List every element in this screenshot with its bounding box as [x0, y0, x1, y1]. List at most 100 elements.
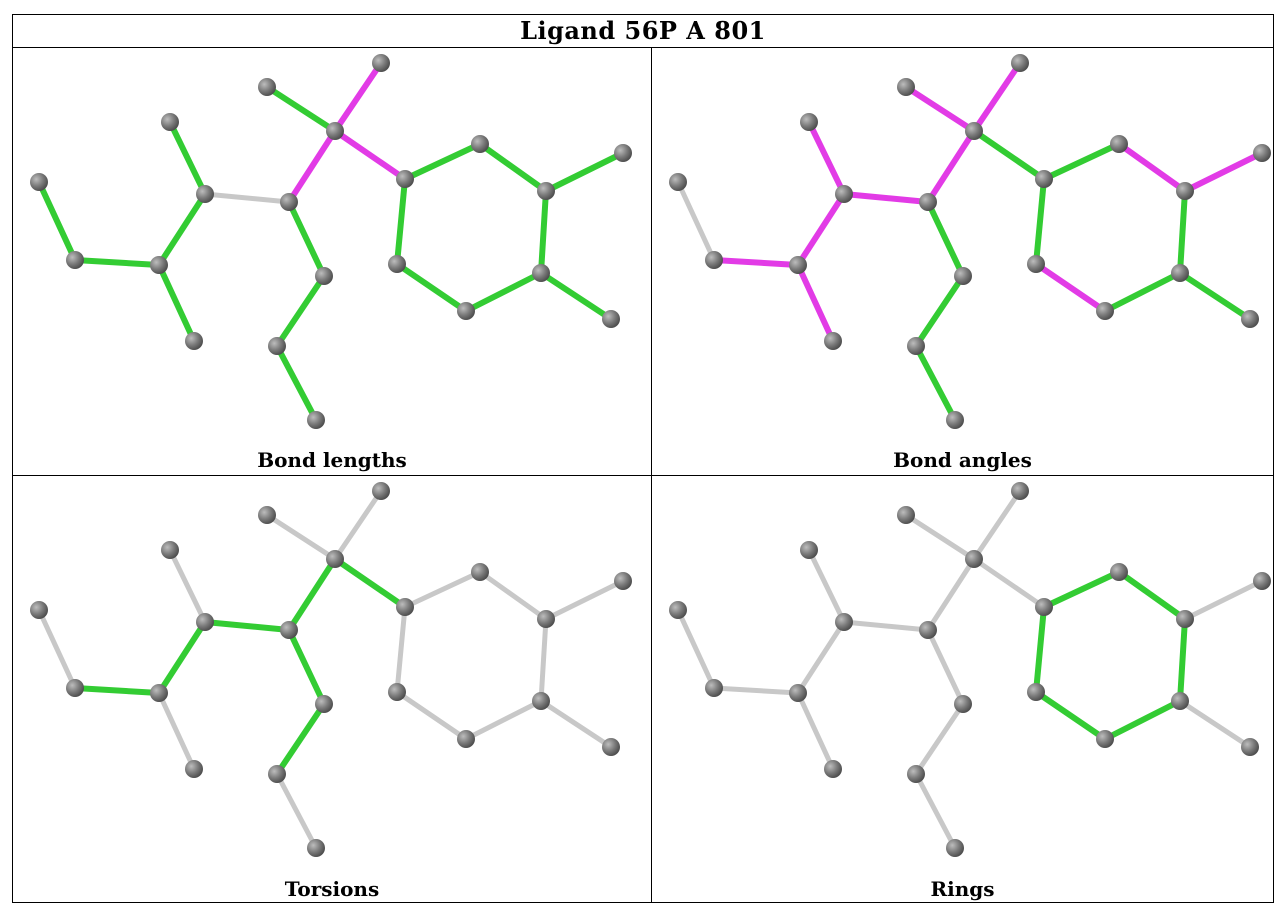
atom-7 — [897, 78, 915, 96]
atom-11 — [1110, 563, 1128, 581]
atom-14 — [1171, 692, 1189, 710]
horizontal-divider — [13, 475, 1273, 476]
atom-6 — [280, 193, 298, 211]
bond-15-unassessed — [463, 698, 544, 742]
bond-15-ok — [1102, 270, 1183, 314]
bond-19-ok — [274, 701, 327, 777]
atom-10 — [396, 598, 414, 616]
atom-10 — [1035, 170, 1053, 188]
bond-4-ok — [167, 119, 208, 197]
atom-17 — [388, 255, 406, 273]
bond-8-outlier — [971, 60, 1023, 134]
bond-2-unassessed — [795, 690, 836, 772]
atom-16 — [1096, 302, 1114, 320]
atom-13 — [1253, 144, 1271, 162]
bond-6-ok — [286, 556, 338, 633]
atom-20 — [307, 839, 325, 857]
caption-bond-angles: Bond angles — [893, 448, 1032, 472]
atom-5 — [196, 613, 214, 631]
bond-14-unassessed — [538, 698, 614, 750]
atom-15 — [602, 738, 620, 756]
atom-6 — [919, 621, 937, 639]
bond-16-ok — [1033, 689, 1108, 742]
atom-14 — [532, 264, 550, 282]
bond-0-ok — [36, 179, 78, 263]
atom-2 — [789, 684, 807, 702]
molecule-torsions — [30, 482, 632, 857]
caption-torsions: Torsions — [284, 877, 380, 901]
bond-18-unassessed — [925, 627, 966, 707]
bond-13-ok — [1177, 188, 1188, 276]
atom-8 — [1011, 54, 1029, 72]
atom-7 — [897, 506, 915, 524]
atom-17 — [388, 683, 406, 701]
bond-7-ok — [264, 84, 338, 134]
bond-14-unassessed — [1177, 698, 1253, 750]
bond-4-unassessed — [167, 547, 208, 625]
panel-bond-angles: Bond angles — [652, 48, 1273, 475]
bond-3-ok — [156, 619, 208, 696]
molecule-bond-lengths — [30, 54, 632, 429]
bond-0-unassessed — [675, 179, 717, 263]
atom-1 — [66, 251, 84, 269]
bond-6-unassessed — [925, 556, 977, 633]
bond-11-outlier — [1116, 141, 1188, 194]
bond-12-unassessed — [543, 578, 626, 622]
bond-9-outlier — [332, 128, 408, 182]
atom-15 — [1241, 738, 1259, 756]
bond-3-unassessed — [795, 619, 847, 696]
bond-12-outlier — [1182, 150, 1265, 194]
bond-5-unassessed — [202, 191, 292, 205]
bond-14-ok — [538, 270, 614, 322]
bond-6-outlier — [286, 128, 338, 205]
atom-4 — [800, 541, 818, 559]
atom-12 — [1176, 182, 1194, 200]
bond-1-ok — [72, 257, 162, 268]
figure-table: Ligand 56P A 801 Bond lengths Bond angle… — [12, 14, 1274, 903]
atom-8 — [372, 54, 390, 72]
atom-15 — [1241, 310, 1259, 328]
caption-bond-lengths: Bond lengths — [257, 448, 407, 472]
panel-bond-lengths: Bond lengths — [13, 48, 651, 475]
atom-0 — [30, 601, 48, 619]
bond-20-ok — [274, 343, 319, 423]
bond-8-unassessed — [971, 488, 1023, 562]
atom-3 — [185, 332, 203, 350]
bond-10-unassessed — [402, 569, 483, 610]
bond-0-unassessed — [36, 607, 78, 691]
atom-18 — [954, 695, 972, 713]
atom-11 — [471, 135, 489, 153]
bond-9-unassessed — [971, 556, 1047, 610]
bond-19-unassessed — [913, 701, 966, 777]
atom-10 — [1035, 598, 1053, 616]
atom-9 — [965, 550, 983, 568]
bond-19-ok — [274, 273, 327, 349]
bond-10-ok — [1041, 569, 1122, 610]
bond-6-outlier — [925, 128, 977, 205]
bond-20-ok — [913, 343, 958, 423]
bond-17-ok — [394, 176, 408, 267]
atom-1 — [66, 679, 84, 697]
bond-19-ok — [913, 273, 966, 349]
atom-9 — [326, 122, 344, 140]
bond-18-ok — [925, 199, 966, 279]
atom-13 — [614, 572, 632, 590]
molecule-rings — [669, 482, 1271, 857]
atom-0 — [30, 173, 48, 191]
atom-3 — [824, 760, 842, 778]
bond-5-ok — [202, 619, 292, 633]
atom-20 — [307, 411, 325, 429]
atom-2 — [150, 256, 168, 274]
atom-9 — [965, 122, 983, 140]
bond-8-unassessed — [332, 488, 384, 562]
panel-torsions: Torsions — [13, 476, 651, 903]
bond-11-ok — [1116, 569, 1188, 622]
atom-13 — [1253, 572, 1271, 590]
atom-8 — [372, 482, 390, 500]
bond-5-outlier — [841, 191, 931, 205]
atom-19 — [268, 337, 286, 355]
bond-13-unassessed — [538, 616, 549, 704]
atom-1 — [705, 679, 723, 697]
atom-4 — [800, 113, 818, 131]
atom-2 — [789, 256, 807, 274]
